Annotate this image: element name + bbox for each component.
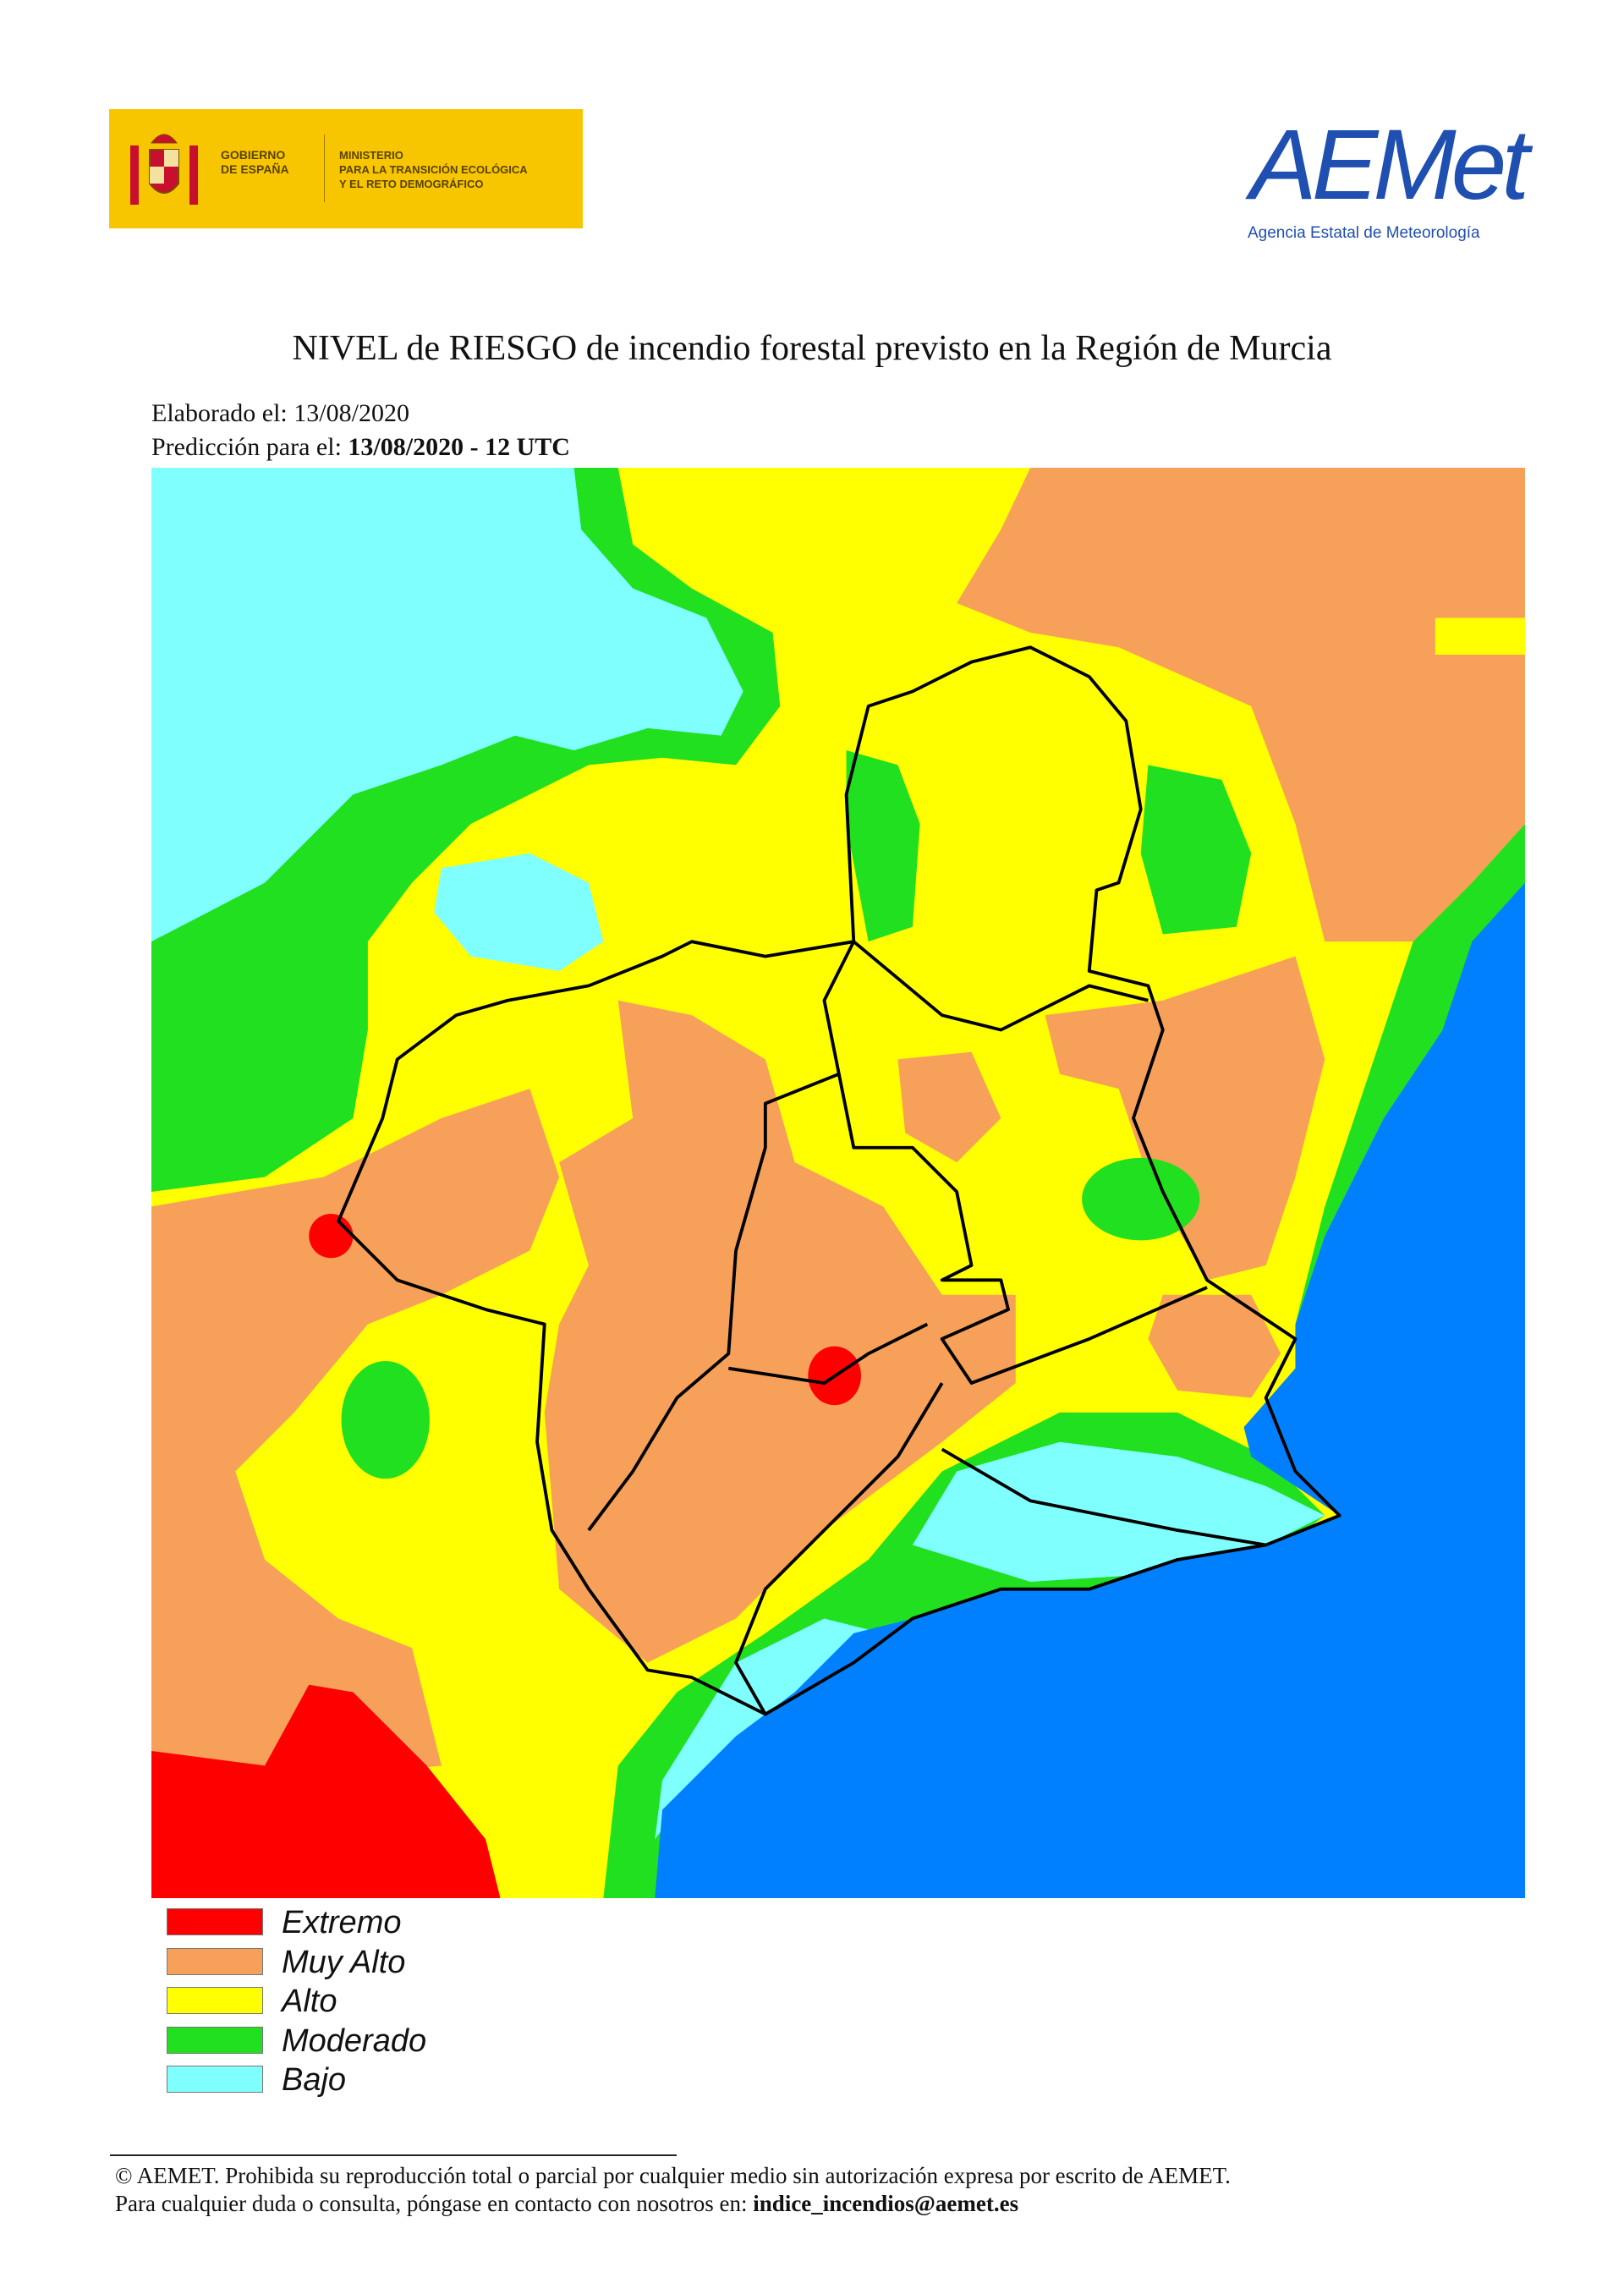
text: DE ESPAÑA bbox=[221, 162, 289, 176]
government-banner: GOBIERNO DE ESPAÑA MINISTERIO PARA LA TR… bbox=[109, 109, 583, 228]
bajo-area bbox=[912, 1441, 1325, 1582]
legend-swatch bbox=[167, 2066, 263, 2093]
moderado-area bbox=[846, 750, 920, 942]
footer-rule bbox=[110, 2154, 677, 2156]
bajo-area bbox=[434, 853, 604, 971]
moderado-area bbox=[1082, 1157, 1200, 1241]
logo-subtitle: Agencia Estatal de Meteorología bbox=[1248, 224, 1480, 242]
region-borders bbox=[337, 645, 1341, 1716]
footer-contact: Para cualquier duda o consulta, póngase … bbox=[115, 2190, 1018, 2218]
government-name: GOBIERNO DE ESPAÑA bbox=[221, 148, 289, 177]
coat-of-arms bbox=[130, 134, 198, 205]
district-border bbox=[837, 1073, 1208, 1386]
ministry-name: MINISTERIO PARA LA TRANSICIÓN ECOLÓGICA … bbox=[339, 148, 528, 191]
alto-area bbox=[1435, 617, 1525, 655]
legend-label: Alto bbox=[282, 1984, 337, 2019]
text: Para cualquier duda o consulta, póngase … bbox=[115, 2191, 748, 2216]
text: GOBIERNO bbox=[221, 148, 286, 162]
legend-item: Moderado bbox=[167, 2022, 505, 2061]
text: MINISTERIO bbox=[339, 149, 403, 162]
value: 13/08/2020 bbox=[294, 399, 409, 427]
legend-item: Extremo bbox=[167, 1903, 505, 1942]
muy-alto-area bbox=[151, 1089, 560, 1796]
muy-alto-area bbox=[957, 468, 1525, 942]
legend-swatch bbox=[167, 1947, 263, 1975]
legend-label: Extremo bbox=[282, 1905, 402, 1940]
district-border bbox=[587, 941, 855, 1532]
email: indice_incendios@aemet.es bbox=[753, 2191, 1019, 2216]
value: 13/08/2020 - 12 UTC bbox=[348, 433, 570, 461]
bajo-area bbox=[151, 468, 743, 942]
title: NIVEL de RIESGO de incendio forestal pre… bbox=[292, 329, 1332, 368]
outer-border bbox=[337, 645, 1341, 1716]
text: PARA LA TRANSICIÓN ECOLÓGICA bbox=[339, 163, 528, 176]
moderado-area bbox=[1295, 824, 1525, 1325]
district-border bbox=[728, 1322, 929, 1386]
muy-alto-area bbox=[544, 1000, 1016, 1663]
legend-swatch bbox=[167, 2026, 263, 2054]
legend-item: Alto bbox=[167, 1982, 505, 2021]
legend-label: Moderado bbox=[282, 2022, 427, 2059]
footer-notice: © AEMET. Prohibida su reproducción total… bbox=[115, 2163, 1231, 2188]
issued: Elaborado el: 13/08/2020 bbox=[151, 399, 409, 428]
extremo-area bbox=[309, 1214, 354, 1259]
risk-map bbox=[151, 468, 1525, 1898]
moderado-area bbox=[1140, 765, 1252, 935]
separator bbox=[324, 134, 325, 202]
legend-swatch bbox=[167, 1987, 263, 2014]
legend-label: Muy Alto bbox=[282, 1944, 406, 1980]
sea bbox=[655, 882, 1525, 1898]
label: Predicción para el: bbox=[151, 433, 342, 461]
legend-item: Bajo bbox=[167, 2061, 505, 2099]
muy-alto-area bbox=[897, 1051, 1001, 1163]
legend-label: Bajo bbox=[282, 2062, 347, 2098]
moderado-area bbox=[341, 1361, 430, 1479]
extremo-area bbox=[151, 1684, 501, 1898]
label: Elaborado el: bbox=[151, 399, 288, 427]
aemet-logo: AEMet Agencia Estatal de Meteorología bbox=[1243, 110, 1531, 254]
text: Y EL RETO DEMOGRÁFICO bbox=[339, 178, 484, 190]
district-border bbox=[941, 1447, 1266, 1547]
forecast: Predicción para el: 13/08/2020 - 12 UTC bbox=[151, 433, 570, 462]
muy-alto-area bbox=[1148, 1294, 1281, 1398]
district-border bbox=[734, 1382, 944, 1715]
district-border bbox=[853, 940, 1149, 1032]
legend-swatch bbox=[167, 1908, 263, 1935]
muy-alto-area bbox=[1045, 956, 1325, 1281]
logo-name: AEMet bbox=[1250, 109, 1529, 221]
legend-item: Muy Alto bbox=[167, 1943, 505, 1982]
